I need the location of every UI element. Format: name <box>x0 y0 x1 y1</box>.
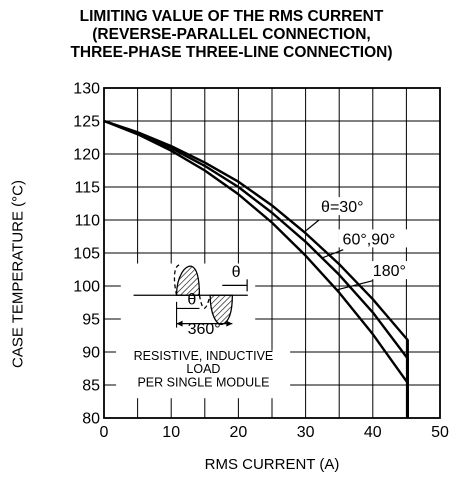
plot-frame <box>103 87 441 419</box>
series-label-bg <box>368 261 411 280</box>
x-tick-label: 20 <box>230 424 248 441</box>
inset-positive-halfwave <box>175 265 201 296</box>
x-tick-label: 40 <box>364 424 382 441</box>
inset-dashed-segment-2 <box>198 295 211 309</box>
y-tick-label: 115 <box>74 180 100 197</box>
y-tick-label: 105 <box>73 246 100 263</box>
chart-title-line-3: THREE-PHASE THREE-LINE CONNECTION) <box>70 44 393 61</box>
series-group <box>104 119 409 418</box>
series-line-1 <box>104 119 409 418</box>
inset-negative-halfwave <box>209 294 234 325</box>
chart-title-line-2: (REVERSE-PARALLEL CONNECTION, <box>92 26 371 43</box>
note-line-3: PER SINGLE MODULE <box>137 375 269 389</box>
series-labels: θ=30° 60°,90° 180° <box>303 197 411 291</box>
plot-border <box>103 87 441 419</box>
x-tick-label: 10 <box>162 424 180 441</box>
x-tick-label: 50 <box>431 424 449 441</box>
y-axis-ticks: 130 125 120 115 110 105 100 95 90 85 80 <box>73 81 100 428</box>
y-tick-label: 110 <box>74 213 100 230</box>
series-label-2: 60°,90° <box>343 231 396 248</box>
x-axis-ticks: 0 10 20 30 40 50 <box>100 424 449 441</box>
y-tick-label: 130 <box>73 81 100 98</box>
inset-theta-top: θ <box>232 264 241 281</box>
inset-theta-mid: θ <box>187 291 196 308</box>
y-axis-label: CASE TEMPERATURE (°C) <box>9 180 27 368</box>
series-line-2 <box>104 119 409 418</box>
period-arrow-right <box>226 320 233 327</box>
series-leader-line <box>336 280 373 291</box>
note-background <box>116 350 291 399</box>
series-label-3: 180° <box>373 263 406 280</box>
x-tick-label: 0 <box>100 424 109 441</box>
y-tick-label: 125 <box>73 114 100 131</box>
x-axis-label: RMS CURRENT (A) <box>204 456 340 473</box>
period-arrow-left <box>176 320 183 327</box>
note-line-1: RESISTIVE, INDUCTIVE <box>134 349 274 363</box>
y-tick-label: 90 <box>82 345 100 362</box>
y-tick-label: 85 <box>82 378 100 395</box>
y-tick-label: 95 <box>82 312 100 329</box>
series-label-1: θ=30° <box>321 199 363 216</box>
inset-period-label: 360° <box>188 321 221 338</box>
y-tick-label: 100 <box>73 279 100 296</box>
chart-title-line-1: LIMITING VALUE OF THE RMS CURRENT <box>79 8 384 25</box>
series-leader-line <box>322 249 344 259</box>
note-line-2: LOAD <box>186 362 220 376</box>
x-tick-label: 30 <box>297 424 315 441</box>
series-line-3 <box>104 119 409 418</box>
y-tick-label: 120 <box>73 147 100 164</box>
inset-dashed-segment <box>173 264 181 296</box>
series-label-bg <box>317 197 369 216</box>
y-tick-label: 80 <box>82 411 100 428</box>
series-label-bg <box>338 229 408 248</box>
series-leader-line <box>303 219 320 234</box>
